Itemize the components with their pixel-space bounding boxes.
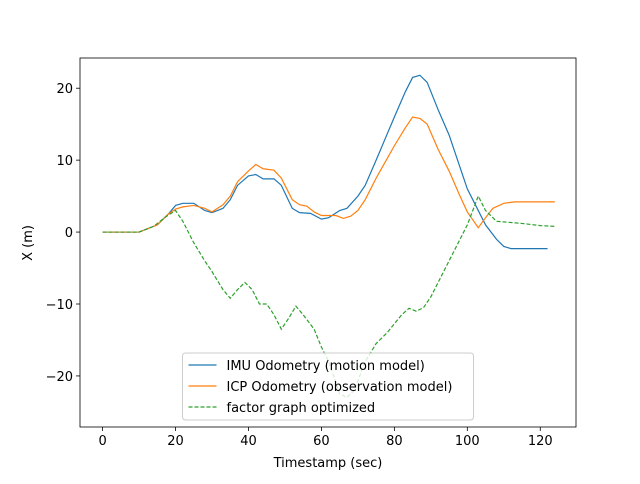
plot-frame — [79, 57, 577, 428]
x-tick-label: 100 — [455, 434, 480, 449]
x-tick-label: 20 — [167, 434, 184, 449]
y-tick-label: 0 — [65, 226, 73, 241]
legend-label: IMU Odometry (motion model) — [227, 359, 425, 374]
x-tick-label: 40 — [240, 434, 257, 449]
legend-box — [182, 352, 474, 421]
x-tick-label: 0 — [98, 434, 106, 449]
y-tick-label: −20 — [46, 370, 73, 385]
legend-label: ICP Odometry (observation model) — [227, 380, 453, 395]
y-axis-label: X (m) — [21, 225, 36, 261]
x-tick-label: 120 — [528, 434, 553, 449]
legend-label: factor graph optimized — [227, 401, 376, 416]
x-axis-label: Timestamp (sec) — [273, 456, 383, 471]
y-tick-label: −10 — [46, 298, 73, 313]
series-line — [102, 74, 548, 250]
x-tick-label: 80 — [386, 434, 403, 449]
series-line — [102, 194, 555, 399]
y-tick-label: 10 — [56, 154, 73, 169]
series-line — [102, 116, 555, 233]
y-tick-label: 20 — [56, 82, 73, 97]
x-tick-label: 60 — [313, 434, 330, 449]
legend: IMU Odometry (motion model) ICP Odometry … — [182, 352, 474, 421]
